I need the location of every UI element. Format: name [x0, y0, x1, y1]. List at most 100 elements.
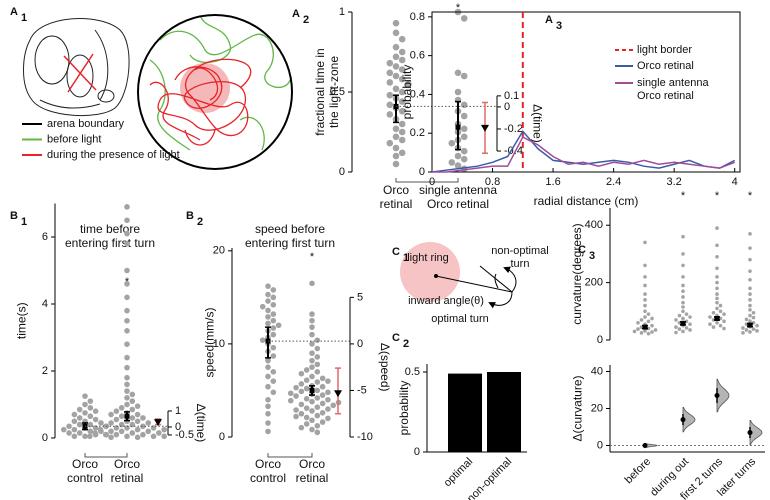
data-point	[748, 319, 752, 323]
data-point	[748, 232, 752, 236]
data-point	[398, 149, 406, 157]
data-point	[156, 430, 162, 436]
data-point	[643, 298, 647, 302]
c1-text-box: optimal turn	[431, 313, 488, 325]
optimal-arrow	[488, 291, 513, 309]
violin	[749, 419, 763, 446]
data-point	[715, 243, 719, 248]
data-point	[270, 389, 277, 396]
data-point	[319, 409, 326, 416]
data-point	[82, 401, 88, 408]
y-tick-label: 2	[42, 365, 48, 377]
data-point	[293, 407, 299, 413]
data-point	[643, 275, 647, 279]
data-point	[325, 389, 331, 396]
delta-marker	[481, 124, 489, 132]
data-point	[748, 257, 752, 262]
data-point	[124, 328, 130, 334]
y-tick-label: 0	[414, 446, 420, 458]
data-point	[293, 393, 299, 399]
data-point	[325, 415, 331, 422]
significance: *	[125, 276, 130, 288]
x-tick-label: Orco retinal	[110, 457, 144, 485]
data-point	[303, 414, 310, 421]
data-point	[650, 323, 654, 328]
mean-marker	[642, 324, 648, 330]
data-point	[643, 315, 647, 319]
data-point	[398, 88, 406, 96]
data-point	[681, 234, 685, 239]
panel-letter: C	[578, 244, 586, 256]
data-point	[314, 345, 321, 352]
data-point	[309, 311, 315, 317]
data-point	[124, 217, 130, 224]
data-point	[460, 133, 468, 141]
data-point	[82, 410, 88, 416]
light-ring	[400, 242, 460, 302]
x-tick-label: Orco control	[249, 457, 287, 485]
data-point	[392, 19, 400, 27]
mean-marker	[309, 387, 315, 393]
y-tick-label: 0	[339, 166, 345, 178]
y-tick-label: 0.4	[410, 88, 425, 100]
data-point	[711, 310, 716, 315]
data-point	[124, 267, 130, 274]
data-point	[643, 263, 647, 268]
data-point	[314, 387, 321, 394]
data-point	[711, 318, 716, 322]
data-point	[309, 373, 315, 380]
y-tick-label: 400	[585, 219, 603, 231]
data-point	[129, 398, 136, 404]
data-point	[715, 254, 719, 259]
trajectory-during	[149, 58, 252, 146]
data-point	[309, 398, 315, 405]
data-point	[646, 319, 651, 324]
data-point	[744, 328, 749, 332]
data-point	[392, 152, 400, 160]
data-point	[643, 303, 647, 308]
chart-title-box: speed before entering first turn	[244, 222, 336, 250]
panel-index: 2	[303, 14, 309, 26]
data-point	[386, 139, 394, 147]
data-point	[60, 426, 67, 433]
data-point	[632, 329, 637, 334]
data-point	[715, 280, 719, 285]
data-point	[303, 421, 310, 427]
data-point	[71, 411, 78, 418]
significance: *	[681, 190, 686, 202]
y-tick-label: 0	[504, 101, 510, 113]
y-tick-label: 0	[357, 338, 363, 350]
panel-letter: B	[186, 210, 194, 222]
y-tick-label: -0.5	[175, 429, 194, 441]
data-point	[309, 324, 315, 330]
data-point	[722, 312, 726, 316]
data-point	[454, 69, 462, 77]
violin	[682, 406, 696, 433]
brain-drawing	[23, 18, 130, 117]
data-point	[270, 301, 277, 308]
data-point	[392, 53, 400, 61]
trajectory-before	[149, 15, 291, 151]
data-point	[124, 381, 130, 388]
data-point	[124, 395, 130, 401]
data-point	[82, 433, 88, 440]
data-point	[298, 370, 305, 377]
data-point	[398, 136, 406, 144]
y-tick-label: 200	[585, 277, 603, 289]
x-tick-label: before	[623, 456, 654, 487]
legend-label: before light	[47, 133, 101, 145]
data-point	[718, 303, 723, 308]
data-point	[134, 426, 141, 433]
chart-title: speed before entering first turn	[244, 222, 336, 250]
data-point	[653, 328, 658, 332]
data-point	[398, 35, 406, 43]
data-point	[708, 322, 712, 327]
chart-title-box: time before entering first turn	[65, 222, 155, 250]
data-point	[398, 98, 406, 105]
data-point	[265, 307, 271, 314]
y-tick-label: -0.2	[504, 123, 523, 135]
data-point	[646, 312, 651, 316]
data-point	[124, 281, 130, 287]
y-tick-label: 0	[219, 431, 225, 443]
data-point	[270, 378, 277, 384]
